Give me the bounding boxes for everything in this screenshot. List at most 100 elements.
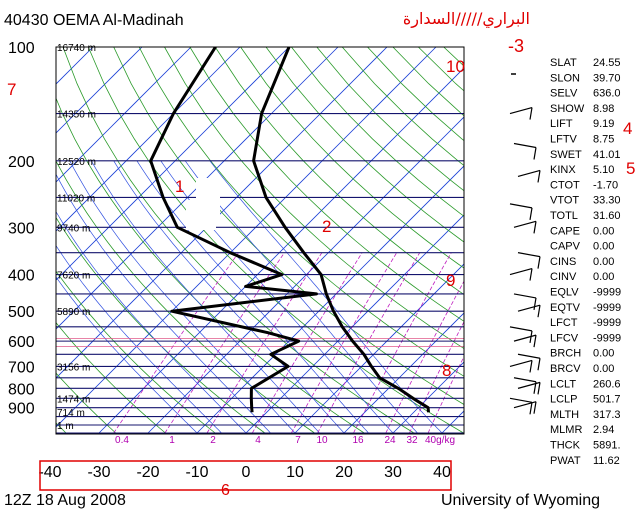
isotherm-line: [245, 214, 464, 434]
index-name: LCLP: [550, 394, 578, 406]
wind-barb: [513, 142, 537, 160]
mixing-ratio-line: [427, 355, 464, 434]
moist-adiabat: [209, 160, 443, 434]
moist-adiabat: [113, 160, 345, 434]
index-name: SLAT: [550, 57, 577, 69]
index-name: LIFT: [550, 118, 573, 130]
temperature-tick-label: -20: [136, 464, 159, 481]
moist-adiabat: [90, 160, 320, 434]
moist-adiabat: [69, 160, 296, 434]
wind-barb: [509, 106, 533, 120]
temperature-tick-label: 40: [433, 464, 451, 481]
pressure-tick-label: 100: [8, 40, 35, 57]
wind-barb: [513, 293, 537, 311]
mixing-ratio-line: [291, 252, 398, 434]
wind-barb: [513, 220, 537, 234]
footer-source: University of Wyoming: [441, 492, 600, 509]
height-label: 12520 m: [57, 157, 96, 168]
index-value: 8.75: [593, 134, 614, 146]
mixing-ratio-line: [385, 280, 464, 434]
index-value: -9999: [593, 332, 621, 344]
red-mark: -3: [508, 36, 524, 56]
index-value: 31.60: [593, 210, 621, 222]
index-name: CAPV: [550, 241, 581, 253]
pressure-tick-label: 300: [8, 220, 35, 237]
index-value: 8.98: [593, 103, 614, 115]
temperature-tick-label: 30: [384, 464, 402, 481]
index-value: 0.00: [593, 225, 614, 237]
dry-adiabat: [214, 47, 464, 295]
temperature-tick-label: 20: [335, 464, 353, 481]
height-label: 1 m: [57, 421, 74, 432]
pressure-tick-label: 200: [8, 154, 35, 171]
index-value: 39.70: [593, 72, 621, 84]
index-name: EQLV: [550, 287, 579, 299]
index-name: KINX: [550, 164, 576, 176]
annotation-7: 7: [7, 80, 16, 99]
dry-adiabat: [56, 97, 365, 434]
mixing-ratio-label: 2: [210, 435, 216, 446]
wind-barb: [509, 359, 533, 373]
dry-adiabat: [265, 47, 464, 243]
isotherm-line: [56, 47, 192, 183]
wind-barb: [517, 353, 541, 371]
height-label: 11020 m: [57, 193, 95, 204]
index-name: LFCV: [550, 332, 579, 344]
annotation-6: 6: [221, 482, 230, 499]
temperature-tick-label: -10: [185, 464, 208, 481]
index-name: SELV: [550, 88, 578, 100]
dry-adiabat: [316, 47, 464, 192]
isotherm-line: [147, 116, 464, 434]
annotation-10: 10: [446, 57, 465, 76]
index-value: -1.70: [593, 179, 618, 191]
index-name: SHOW: [550, 103, 585, 115]
dry-adiabat: [113, 47, 464, 405]
dry-adiabat: [291, 47, 464, 217]
index-name: LCLT: [550, 378, 576, 390]
temperature-tick-label: 0: [242, 464, 251, 481]
mixing-ratio-label: 10: [316, 435, 328, 446]
height-label: 5890 m: [57, 307, 90, 318]
isotherm-line: [56, 47, 143, 134]
height-label: 7620 m: [57, 271, 90, 282]
index-name: CINV: [550, 271, 577, 283]
wind-barb: [517, 252, 541, 269]
index-value: 5.10: [593, 164, 614, 176]
isotherm-line: [392, 361, 464, 434]
index-name: LFTV: [550, 134, 578, 146]
mixing-ratio-labels: 0.4 1 2 4 7 10 16 24 32 40g/kg: [115, 435, 455, 446]
index-value: -9999: [593, 302, 621, 314]
mixing-ratio-label: 1: [169, 435, 175, 446]
index-name: EQTV: [550, 302, 581, 314]
cloud-blank-2: [186, 200, 216, 230]
dry-adiabat: [189, 47, 464, 322]
index-name: CAPE: [550, 225, 580, 237]
pressure-tick-label: 600: [8, 334, 35, 351]
temperature-axis: -40 -30 -20 -10 0 10 20 30 40: [38, 464, 451, 481]
index-value: 0.00: [593, 241, 614, 253]
dry-adiabat: [62, 47, 415, 434]
wind-barb: [509, 203, 533, 220]
mixing-ratio-label: 40g/kg: [425, 435, 455, 446]
moist-adiabat: [136, 160, 369, 434]
index-value: 9.19: [593, 118, 614, 130]
moist-adiabat: [56, 211, 247, 434]
index-name: MLTH: [550, 409, 579, 421]
index-value: 24.55: [593, 57, 621, 69]
dry-adiabat: [240, 47, 464, 269]
index-value: 11.62: [593, 455, 620, 467]
isotherm-line: [56, 47, 437, 428]
mixing-ratio-label: 32: [406, 435, 418, 446]
temperature-axis-box: [39, 460, 452, 491]
moist-adiabat: [56, 276, 198, 434]
index-name: BRCV: [550, 363, 581, 375]
pressure-tick-label: 500: [8, 304, 35, 321]
height-label: 14350 m: [57, 110, 96, 121]
annotation-2: 2: [322, 217, 331, 236]
index-value: -9999: [593, 317, 621, 329]
index-value: 33.30: [593, 195, 621, 207]
height-label: 1474 m: [57, 394, 90, 405]
dry-adiabat: [87, 47, 464, 434]
dry-adiabat: [164, 47, 464, 349]
wind-barb: [513, 334, 537, 348]
